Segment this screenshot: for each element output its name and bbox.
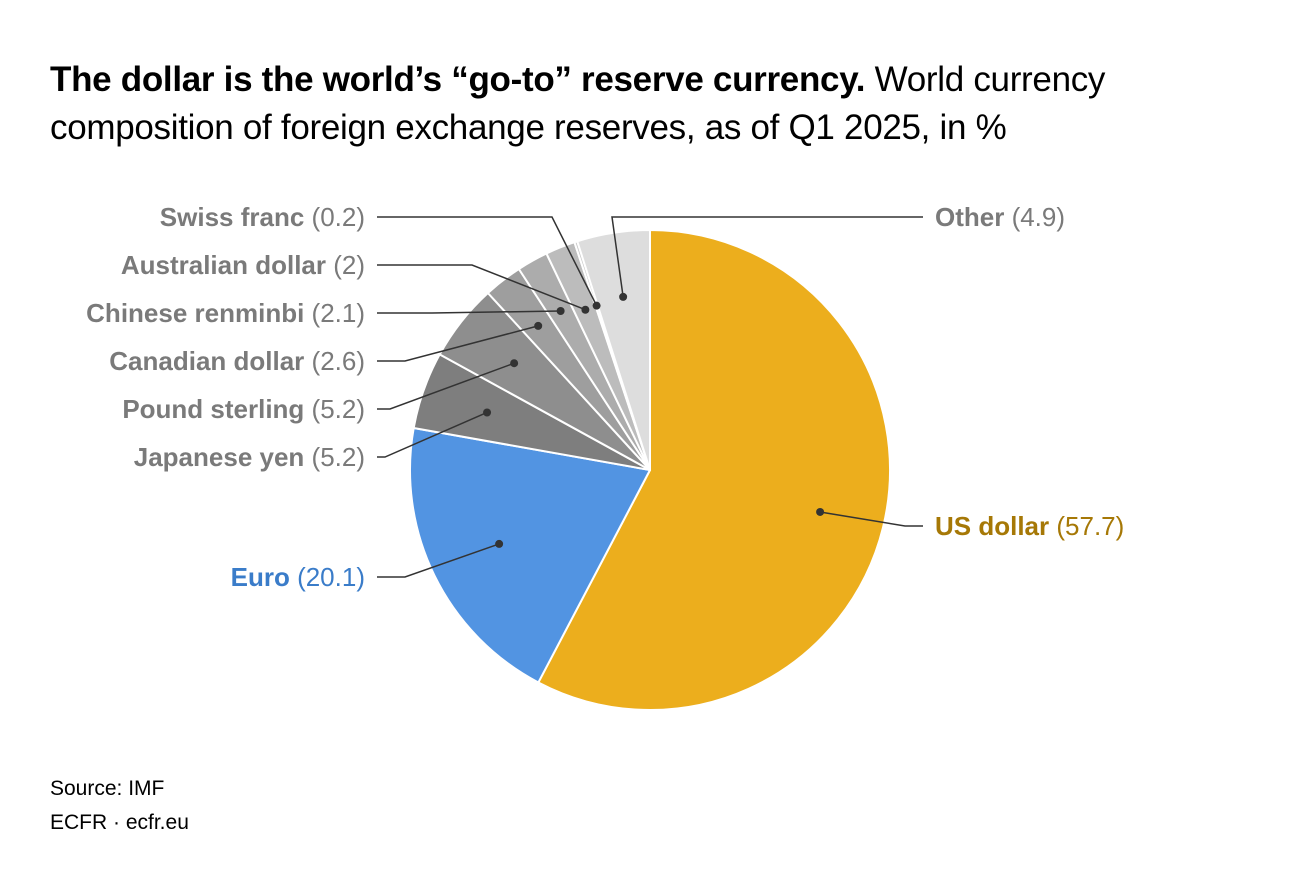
leader-line-swiss-franc (377, 216, 598, 306)
slice-label-other: Other (4.9) (935, 202, 1065, 232)
leader-dot-chinese-renminbi (556, 306, 565, 315)
slice-label-name: Japanese yen (134, 442, 305, 472)
pie-labels: US dollar (57.7) Euro (20.1) Japanese yen … (86, 202, 1124, 592)
leader-dot-canadian-dollar (534, 321, 543, 330)
chart-title: The dollar is the world’s “go-to” reserv… (50, 56, 1250, 152)
slice-label-name: Pound sterling (122, 394, 304, 424)
slice-label-euro: Euro (20.1) (231, 562, 365, 592)
slice-label-value: (5.2) (304, 394, 365, 424)
leader-dot-other (619, 292, 628, 301)
credit-note: ECFR · ecfr.eu (50, 811, 189, 834)
pie-slices (409, 229, 891, 711)
slice-label-name: Euro (231, 562, 290, 592)
slice-label-value: (5.2) (304, 442, 365, 472)
chart-subtitle: World currency composition of foreign ex… (50, 60, 1106, 147)
slice-label-name: Australian dollar (121, 250, 326, 280)
leader-dot-swiss-franc (592, 301, 601, 310)
slice-label-name: US dollar (935, 511, 1049, 541)
slice-label-japanese-yen: Japanese yen (5.2) (134, 442, 365, 472)
slice-label-value: (0.2) (304, 202, 365, 232)
slice-label-name: Other (935, 202, 1004, 232)
slice-label-value: (2.1) (304, 298, 365, 328)
slice-label-canadian-dollar: Canadian dollar (2.6) (109, 346, 365, 376)
pie-slice-us-dollar (537, 229, 891, 711)
pie-slice-other (576, 229, 651, 471)
leader-line-pound-sterling (377, 362, 515, 410)
slice-label-value: (20.1) (290, 562, 365, 592)
slice-label-name: Canadian dollar (109, 346, 304, 376)
leader-dot-euro (495, 539, 504, 548)
slice-label-value: (57.7) (1049, 511, 1124, 541)
leader-line-japanese-yen (377, 411, 488, 458)
leader-line-other (611, 216, 923, 297)
leader-line-chinese-renminbi (377, 310, 561, 314)
slice-label-value: (2.6) (304, 346, 365, 376)
chart-title-bold: The dollar is the world’s “go-to” reserv… (50, 60, 866, 99)
slice-label-chinese-renminbi: Chinese renminbi (2.1) (86, 298, 365, 328)
leader-dot-pound-sterling (510, 359, 519, 368)
leader-dot-australian-dollar (581, 305, 590, 314)
slice-label-name: Chinese renminbi (86, 298, 304, 328)
leader-line-us-dollar (819, 511, 923, 527)
slice-label-value: (2) (326, 250, 365, 280)
slice-label-us-dollar: US dollar (57.7) (935, 511, 1124, 541)
leader-line-australian-dollar (377, 264, 586, 311)
slice-label-name: Swiss franc (160, 202, 305, 232)
leader-dot-japanese-yen (483, 408, 492, 417)
leader-line-euro (377, 543, 500, 578)
pie-slice-euro (409, 426, 651, 684)
slice-label-value: (4.9) (1004, 202, 1065, 232)
leader-line-canadian-dollar (377, 325, 539, 362)
slice-label-swiss-franc: Swiss franc (0.2) (160, 202, 365, 232)
slice-label-pound-sterling: Pound sterling (5.2) (122, 394, 365, 424)
slice-label-australian-dollar: Australian dollar (2) (121, 250, 365, 280)
leader-dot-us-dollar (816, 507, 825, 516)
pie-chart: US dollar (57.7) Euro (20.1) Japanese yen … (86, 202, 1124, 711)
source-note: Source: IMF (50, 777, 165, 800)
